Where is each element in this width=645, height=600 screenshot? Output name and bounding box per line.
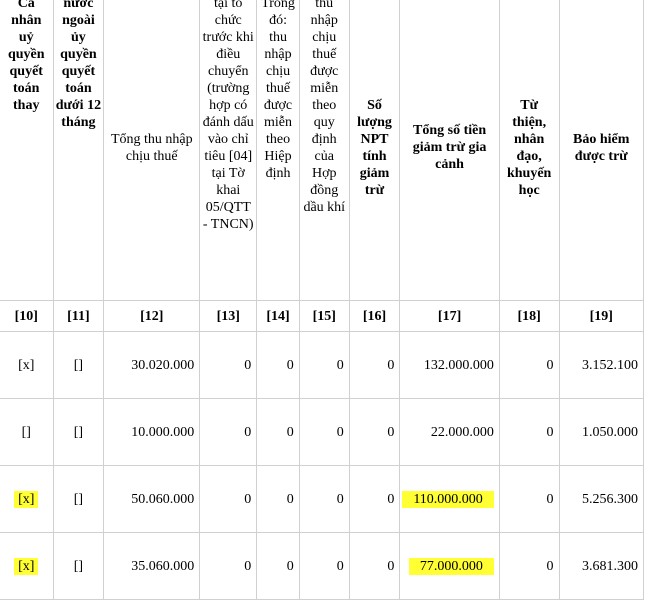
dependents-count-value: 0 xyxy=(348,331,401,399)
charity-value: 0 xyxy=(498,465,560,533)
income-before-transfer-value: 0 xyxy=(199,465,258,533)
exempt-oil-contract-value: 0 xyxy=(298,465,350,533)
index-cell: [14] xyxy=(256,300,300,332)
insurance-value: 1.050.000 xyxy=(558,398,644,466)
index-cell: [12] xyxy=(103,300,201,332)
header-authorized-settlement: Cá nhân uỷ quyền quyết toán thay xyxy=(0,0,54,301)
header-insurance: Bảo hiểm được trừ xyxy=(558,0,644,301)
insurance-value: 5.256.300 xyxy=(558,465,644,533)
header-family-deduction: Tổng số tiền giảm trừ gia cảnh xyxy=(399,0,500,301)
exempt-agreement-value: 0 xyxy=(256,465,300,533)
foreign-checkbox[interactable]: [] xyxy=(52,398,105,466)
dependents-count-value: 0 xyxy=(348,532,401,600)
authorized-checkbox[interactable]: [x] xyxy=(0,331,54,399)
total-taxable-income-value: 30.020.000 xyxy=(103,331,201,399)
index-cell: [11] xyxy=(52,300,105,332)
foreign-checkbox[interactable]: [] xyxy=(52,331,105,399)
exempt-oil-contract-value: 0 xyxy=(298,398,350,466)
index-cell: [16] xyxy=(348,300,401,332)
family-deduction-value: 132.000.000 xyxy=(399,331,500,399)
income-before-transfer-value: 0 xyxy=(199,398,258,466)
insurance-value: 3.681.300 xyxy=(558,532,644,600)
index-row: [10] [11] [12] [13] [14] [15] [16] [17] … xyxy=(0,300,644,332)
table-row: [x] [] 50.060.000 0 0 0 0 110.000.000 0 … xyxy=(0,465,644,533)
charity-value: 0 xyxy=(498,398,560,466)
family-deduction-cell: 110.000.000 xyxy=(399,465,500,533)
exempt-oil-contract-value: 0 xyxy=(298,331,350,399)
exempt-agreement-value: 0 xyxy=(256,331,300,399)
foreign-checkbox[interactable]: [] xyxy=(52,465,105,533)
index-cell: [19] xyxy=(558,300,644,332)
family-deduction-value: 77.000.000 xyxy=(408,557,494,575)
header-income-before-transfer: tại tổ chức trước khi điều chuyển (trườn… xyxy=(199,0,258,301)
dependents-count-value: 0 xyxy=(348,465,401,533)
header-foreign-under-12-months: nước ngoài ủy quyền quyết toán dưới 12 t… xyxy=(52,0,105,301)
table-row: [x] [] 35.060.000 0 0 0 0 77.000.000 0 3… xyxy=(0,532,644,600)
family-deduction-cell: 77.000.000 xyxy=(399,532,500,600)
total-taxable-income-value: 35.060.000 xyxy=(103,532,201,600)
authorized-checkbox[interactable]: [] xyxy=(0,398,54,466)
table-row: [x] [] 30.020.000 0 0 0 0 132.000.000 0 … xyxy=(0,331,644,399)
table-row: [] [] 10.000.000 0 0 0 0 22.000.000 0 1.… xyxy=(0,398,644,466)
total-taxable-income-value: 10.000.000 xyxy=(103,398,201,466)
index-cell: [15] xyxy=(298,300,350,332)
exempt-oil-contract-value: 0 xyxy=(298,532,350,600)
income-before-transfer-value: 0 xyxy=(199,532,258,600)
dependents-count-value: 0 xyxy=(348,398,401,466)
index-cell: [13] xyxy=(199,300,258,332)
header-exempt-oil-contract: thu nhập chịu thuế được miễn theo quy đị… xyxy=(298,0,350,301)
exempt-agreement-value: 0 xyxy=(256,532,300,600)
authorized-checkbox[interactable]: [x] xyxy=(14,490,39,508)
insurance-value: 3.152.100 xyxy=(558,331,644,399)
foreign-checkbox[interactable]: [] xyxy=(52,532,105,600)
header-row: Cá nhân uỷ quyền quyết toán thay nước ng… xyxy=(0,0,644,301)
family-deduction-value: 22.000.000 xyxy=(399,398,500,466)
index-cell: [17] xyxy=(399,300,500,332)
index-cell: [10] xyxy=(0,300,54,332)
exempt-agreement-value: 0 xyxy=(256,398,300,466)
authorized-checkbox-cell: [x] xyxy=(0,465,54,533)
header-dependents-count: Số lượng NPT tính giảm trừ xyxy=(348,0,401,301)
authorized-checkbox-cell: [x] xyxy=(0,532,54,600)
income-before-transfer-value: 0 xyxy=(199,331,258,399)
charity-value: 0 xyxy=(498,532,560,600)
header-total-taxable-income: Tổng thu nhập chịu thuế xyxy=(103,0,201,301)
total-taxable-income-value: 50.060.000 xyxy=(103,465,201,533)
charity-value: 0 xyxy=(498,331,560,399)
header-exempt-agreement: Trong đó: thu nhập chịu thuế được miễn t… xyxy=(256,0,300,301)
authorized-checkbox[interactable]: [x] xyxy=(14,557,39,575)
family-deduction-value: 110.000.000 xyxy=(402,490,494,508)
index-cell: [18] xyxy=(498,300,560,332)
header-charity: Từ thiện, nhân đạo, khuyến học xyxy=(498,0,560,301)
